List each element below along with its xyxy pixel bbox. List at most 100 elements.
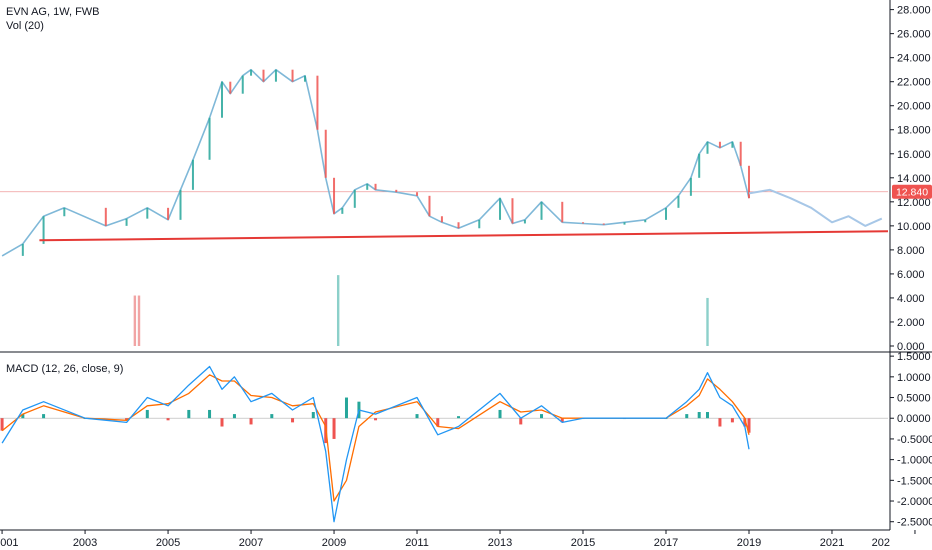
macd-tick-label: -0.5000: [897, 434, 932, 446]
price-candle: [221, 81, 223, 118]
macd-tick-label: 1.5000: [897, 351, 931, 363]
time-tick-label: 2017: [654, 537, 678, 549]
price-candle: [457, 222, 460, 229]
volume-bar: [137, 295, 141, 346]
price-axis: 28.000 26.000 24.000 22.000 20.000 18.000 16.0…: [890, 5, 931, 353]
volume-legend: Vol (20): [6, 20, 44, 32]
price-candle: [644, 219, 647, 223]
macd-histogram-bar: [743, 418, 747, 427]
price-tick-label: 0.000: [897, 341, 925, 353]
price-candle: [416, 192, 419, 196]
price-tick-label: 6.000: [897, 269, 925, 281]
macd-histogram-bar: [457, 416, 461, 419]
price-tick-label: 26.000: [897, 29, 931, 41]
time-axis: 2001 2003 2005 2007 2009 2011 2013 2015 2017 2019…: [0, 530, 916, 549]
macd-histogram-bar: [540, 414, 544, 419]
price-candle: [677, 195, 680, 208]
macd-histogram-bar: [42, 414, 46, 419]
volume-bar: [336, 275, 340, 346]
price-tick-label: 14.000: [897, 173, 931, 185]
price-tick-label: 12.000: [897, 197, 931, 209]
price-candle: [125, 218, 128, 226]
price-candle: [250, 69, 253, 76]
price-tick-label: 4.000: [897, 293, 925, 305]
price-line: [1, 68, 750, 257]
price-candle: [698, 153, 701, 178]
macd-histogram-bar: [436, 418, 440, 427]
price-tick-label: 20.000: [897, 101, 931, 113]
price-candle: [739, 141, 742, 166]
macd-tick-label: 0.5000: [897, 393, 931, 405]
price-candle: [333, 177, 336, 214]
price-candle: [374, 183, 377, 190]
price-candle: [540, 201, 543, 220]
macd-histogram-bar: [560, 418, 564, 423]
macd-histogram-bar: [0, 418, 4, 431]
price-candle: [689, 177, 692, 196]
price-candle: [478, 219, 481, 229]
price-candle: [208, 117, 211, 160]
price-candle: [63, 207, 66, 217]
price-candle: [229, 81, 232, 94]
price-candle: [366, 183, 369, 190]
price-candle: [353, 189, 356, 208]
price-candle: [665, 207, 667, 220]
macd-histogram-bar: [208, 409, 212, 419]
price-candle: [167, 207, 170, 220]
last-price-tag: 12.840: [892, 184, 932, 199]
price-candle: [747, 165, 750, 199]
price-candle: [523, 219, 526, 224]
time-tick-label: 2007: [239, 537, 263, 549]
price-tick-label: 8.000: [897, 245, 925, 257]
price-candle: [179, 189, 182, 220]
price-tick-label: 22.000: [897, 77, 931, 89]
price-candle: [291, 69, 294, 82]
macd-axis: 1.5000 1.0000 0.5000 0.0000 -0.5000 -1.0000 -1…: [890, 351, 932, 529]
macd-histogram-bar: [374, 418, 378, 421]
macd-pane: [0, 365, 888, 523]
macd-histogram-bar: [125, 418, 129, 421]
macd-histogram-bar: [291, 418, 295, 423]
price-candle: [561, 201, 564, 223]
time-tick-label: 2009: [322, 537, 346, 549]
time-tick-label: 2003: [73, 537, 97, 549]
support-trendline: [39, 230, 889, 242]
macd-tick-label: -2.5000: [897, 517, 932, 529]
time-tick-label: 2021: [820, 537, 844, 549]
macd-histogram-bar: [187, 409, 191, 419]
price-candle: [395, 189, 398, 193]
price-tick-label: 28.000: [897, 5, 931, 17]
price-candle: [499, 198, 502, 220]
price-candle: [274, 69, 277, 82]
time-tick-label: 2001: [0, 537, 19, 549]
chart-title: EVN AG, 1W, FWB: [6, 6, 100, 18]
macd-histogram-bar: [730, 418, 734, 423]
time-tick-label: 2013: [488, 537, 512, 549]
macd-tick-label: -1.5000: [897, 475, 932, 487]
price-candle: [602, 223, 605, 225]
last-price-label: 12.840: [896, 187, 928, 199]
macd-legend: MACD (12, 26, close, 9): [6, 363, 123, 375]
price-candle: [303, 75, 306, 82]
price-candle: [706, 141, 709, 154]
macd-histogram-bar: [697, 412, 701, 419]
price-candle: [21, 243, 24, 256]
macd-histogram-bar: [685, 414, 689, 419]
price-candle: [262, 69, 265, 82]
macd-histogram-bar: [747, 418, 751, 433]
price-tick-label: 24.000: [897, 53, 931, 65]
price-candle: [146, 207, 149, 219]
macd-histogram-bar: [718, 418, 722, 427]
volume-bar: [706, 297, 709, 346]
macd-tick-label: -2.0000: [897, 496, 932, 508]
macd-line: [1, 365, 750, 523]
price-candle: [241, 75, 244, 94]
price-candle: [718, 141, 721, 148]
signal-line: [1, 374, 750, 502]
price-pane: [0, 68, 889, 346]
price-candle: [316, 75, 319, 130]
price-candle: [341, 207, 344, 214]
time-tick-label: 2019: [737, 537, 761, 549]
